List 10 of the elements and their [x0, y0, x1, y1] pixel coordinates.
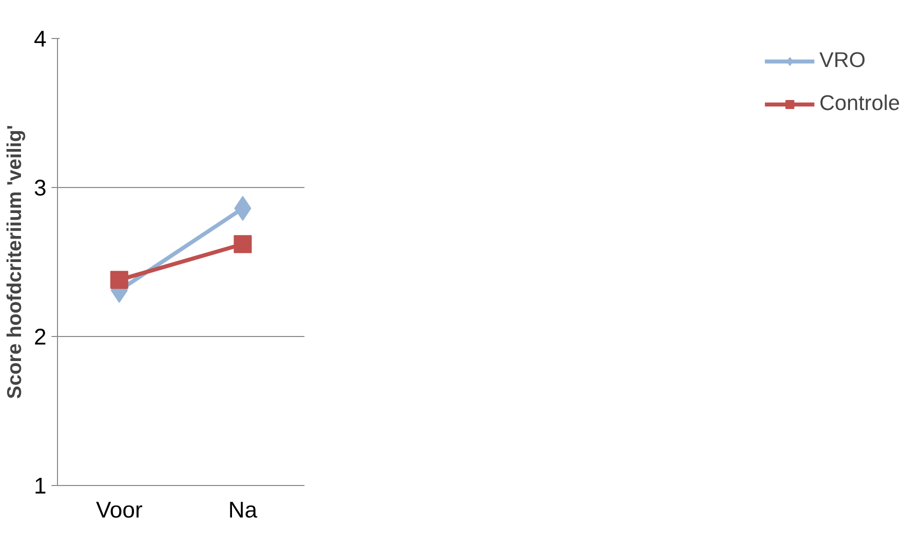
y-tick-label: 4 — [34, 26, 47, 52]
legend-label: VRO — [819, 48, 866, 73]
y-tick-label: 3 — [34, 174, 47, 200]
y-tick-label: 1 — [34, 472, 47, 498]
legend-label: Controle — [819, 91, 900, 116]
point — [234, 235, 252, 254]
x-tick-label: Na — [228, 496, 258, 522]
y-tick-label: 2 — [34, 324, 47, 350]
x-tick-label: Voor — [96, 496, 144, 522]
y-axis-title: Score hoofdcriteriium 'veilig' — [4, 124, 26, 400]
